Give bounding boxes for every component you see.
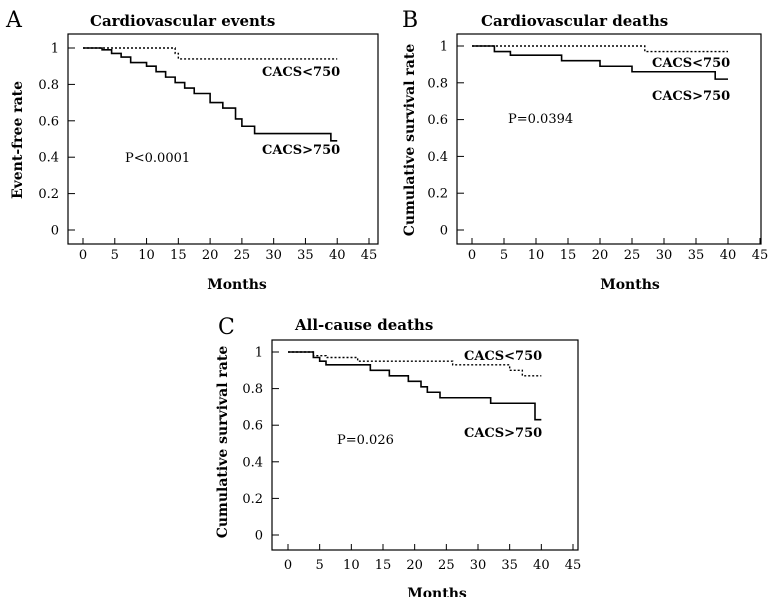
- km-curve-cacs-high: [83, 47, 338, 142]
- x-tick-label: 25: [438, 558, 455, 573]
- x-tick-label: 5: [111, 248, 119, 263]
- x-tick-label: 0: [284, 558, 292, 573]
- x-tick-label: 15: [560, 248, 577, 263]
- y-tick-label: 0: [51, 224, 59, 239]
- series-label: CACS>750: [262, 143, 340, 158]
- x-axis-label: Months: [207, 277, 267, 293]
- series-label: CACS>750: [652, 89, 730, 104]
- panel-letter: A: [5, 8, 23, 33]
- y-axis-label: Cumulative survival rate: [215, 346, 231, 539]
- panel-title: Cardiovascular events: [90, 12, 275, 30]
- x-tick-label: 40: [329, 248, 346, 263]
- x-tick-label: 45: [752, 248, 769, 263]
- y-tick-label: 0.6: [242, 419, 263, 434]
- panel-title: All-cause deaths: [294, 316, 433, 334]
- plot-frame: [271, 339, 579, 551]
- y-tick-label: 0.4: [38, 151, 59, 166]
- x-tick-label: 25: [624, 248, 641, 263]
- series-label: CACS>750: [464, 426, 542, 441]
- y-tick-label: 0.4: [427, 150, 448, 165]
- y-tick-label: 0.8: [427, 76, 448, 91]
- p-value-annotation: P<0.0001: [125, 151, 190, 166]
- y-tick-label: 0.6: [427, 113, 448, 128]
- km-curve-cacs-high: [288, 351, 542, 421]
- x-tick-label: 20: [202, 248, 219, 263]
- x-axis-label: Months: [600, 277, 660, 293]
- series-label: CACS<750: [262, 65, 340, 80]
- x-tick-label: 20: [406, 558, 423, 573]
- p-value-annotation: P=0.0394: [508, 112, 573, 127]
- y-tick-label: 0: [255, 529, 263, 544]
- y-tick-label: 1: [255, 346, 263, 361]
- x-tick-label: 40: [720, 248, 737, 263]
- y-tick-label: 1: [440, 40, 448, 55]
- x-tick-label: 0: [468, 248, 476, 263]
- plot-frame: [67, 33, 379, 245]
- p-value-annotation: P=0.026: [337, 433, 394, 448]
- panel-title: Cardiovascular deaths: [481, 12, 668, 30]
- y-tick-label: 0.8: [38, 78, 59, 93]
- panel-letter: C: [218, 315, 235, 340]
- y-axis-label: Event-free rate: [10, 81, 26, 199]
- x-tick-label: 30: [265, 248, 282, 263]
- y-tick-label: 0: [440, 224, 448, 239]
- x-tick-label: 35: [688, 248, 705, 263]
- x-tick-label: 30: [470, 558, 487, 573]
- y-tick-label: 0.2: [242, 492, 263, 507]
- plot-frame: [456, 33, 762, 245]
- y-tick-label: 0.2: [427, 187, 448, 202]
- y-tick-label: 0.2: [38, 187, 59, 202]
- x-tick-label: 15: [170, 248, 187, 263]
- y-tick-label: 0.6: [38, 114, 59, 129]
- km-curve-cacs-high: [472, 45, 728, 80]
- x-tick-label: 5: [316, 558, 324, 573]
- x-tick-label: 40: [533, 558, 550, 573]
- x-axis-label: Months: [407, 586, 467, 597]
- x-tick-label: 10: [343, 558, 360, 573]
- x-tick-label: 45: [361, 248, 378, 263]
- y-axis-label: Cumulative survival rate: [402, 44, 418, 237]
- x-tick-label: 35: [501, 558, 518, 573]
- y-tick-label: 0.8: [242, 382, 263, 397]
- x-tick-label: 45: [565, 558, 582, 573]
- km-curve-cacs-low: [83, 47, 338, 60]
- x-tick-label: 10: [528, 248, 545, 263]
- x-tick-label: 10: [138, 248, 155, 263]
- x-tick-label: 15: [375, 558, 392, 573]
- x-tick-label: 5: [500, 248, 508, 263]
- x-tick-label: 35: [297, 248, 314, 263]
- y-tick-label: 1: [51, 42, 59, 57]
- x-tick-label: 0: [79, 248, 87, 263]
- y-tick-label: 0.4: [242, 455, 263, 470]
- series-label: CACS<750: [652, 56, 730, 71]
- x-tick-label: 20: [592, 248, 609, 263]
- x-tick-label: 25: [234, 248, 251, 263]
- km-curve-cacs-low: [472, 45, 728, 53]
- x-tick-label: 30: [656, 248, 673, 263]
- series-label: CACS<750: [464, 349, 542, 364]
- panel-letter: B: [402, 8, 418, 33]
